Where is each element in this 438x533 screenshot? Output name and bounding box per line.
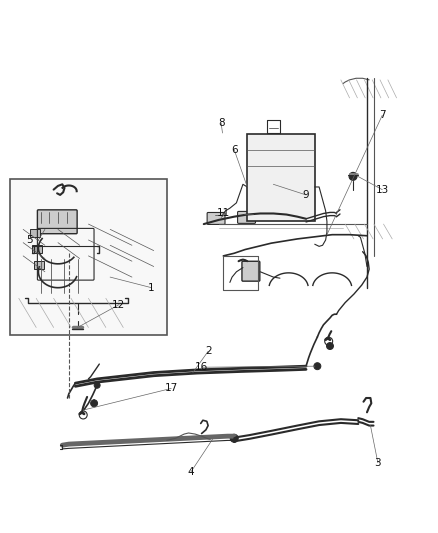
Text: 2: 2	[205, 346, 212, 357]
Text: 5: 5	[26, 235, 33, 245]
Circle shape	[326, 343, 333, 350]
FancyBboxPatch shape	[37, 210, 77, 233]
Text: 9: 9	[303, 190, 309, 200]
FancyBboxPatch shape	[237, 212, 255, 223]
Text: 3: 3	[374, 458, 381, 467]
Text: 13: 13	[375, 184, 389, 195]
Circle shape	[230, 434, 238, 442]
FancyBboxPatch shape	[21, 251, 112, 300]
Text: 11: 11	[217, 208, 230, 219]
Ellipse shape	[99, 255, 138, 297]
Text: 1: 1	[148, 282, 155, 293]
Text: 8: 8	[218, 118, 225, 128]
Circle shape	[349, 172, 357, 180]
FancyBboxPatch shape	[242, 261, 260, 281]
Bar	[247, 134, 315, 221]
Circle shape	[94, 382, 100, 388]
Circle shape	[93, 253, 101, 261]
Circle shape	[314, 362, 321, 370]
Circle shape	[50, 256, 66, 272]
Circle shape	[54, 260, 62, 268]
Circle shape	[93, 288, 101, 296]
Bar	[30, 229, 39, 237]
Bar	[32, 245, 42, 253]
FancyBboxPatch shape	[207, 213, 225, 224]
Bar	[34, 261, 44, 269]
Text: 12: 12	[112, 300, 126, 310]
Text: 7: 7	[379, 110, 385, 120]
Text: 17: 17	[165, 383, 178, 393]
Text: 4: 4	[187, 467, 194, 477]
Circle shape	[30, 288, 38, 296]
Text: 16: 16	[195, 362, 208, 372]
Bar	[10, 179, 167, 335]
Text: 6: 6	[231, 145, 237, 155]
Circle shape	[30, 253, 38, 261]
Circle shape	[74, 313, 81, 321]
Circle shape	[91, 400, 98, 407]
